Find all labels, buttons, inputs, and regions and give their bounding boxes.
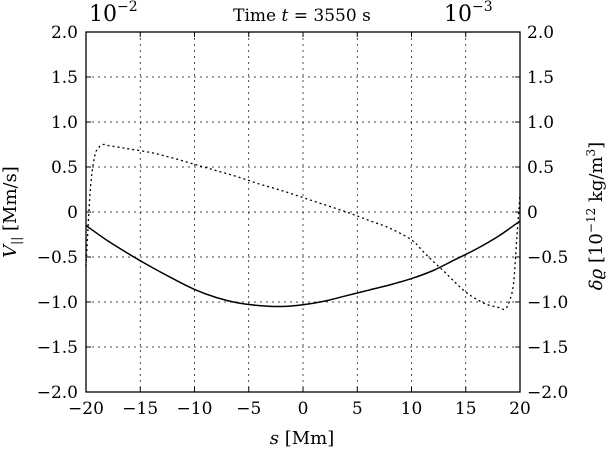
y-axis-label-left: V|| [Mm/s] xyxy=(0,166,23,258)
x-tick-label: 15 xyxy=(455,399,477,419)
x-tick-label: −5 xyxy=(236,399,261,419)
y-tick-label-right: −1.5 xyxy=(527,338,568,358)
y-tick-label-right: 0 xyxy=(527,203,538,223)
y-tick-label-right: 1.5 xyxy=(527,68,554,88)
x-tick-label: 0 xyxy=(298,399,309,419)
y-tick-label-right: −1.0 xyxy=(527,293,568,313)
y-tick-label-right: −0.5 xyxy=(527,248,568,268)
series-line-density xyxy=(85,143,521,311)
y-tick-label-left: 0.5 xyxy=(51,158,78,178)
y-tick-label-left: −2.0 xyxy=(37,383,78,403)
x-axis-label: s [Mm] xyxy=(270,428,335,449)
grid xyxy=(86,32,520,392)
y-tick-label-left: 2.0 xyxy=(51,23,78,43)
chart-title: Time t = 3550 s xyxy=(233,6,371,26)
left-scale-factor: 10−2 xyxy=(89,0,138,27)
x-tick-label: 5 xyxy=(352,399,363,419)
x-tick-label: 20 xyxy=(509,399,531,419)
y-tick-label-left: −1.5 xyxy=(37,338,78,358)
series-group xyxy=(85,143,521,311)
y-tick-label-right: 2.0 xyxy=(527,23,554,43)
y-tick-label-right: 1.0 xyxy=(527,113,554,133)
y-tick-label-left: 1.0 xyxy=(51,113,78,133)
x-tick-label: −10 xyxy=(177,399,213,419)
y-tick-label-left: −1.0 xyxy=(37,293,78,313)
ticks xyxy=(85,31,521,393)
y-tick-label-right: 0.5 xyxy=(527,158,554,178)
series-line-velocity xyxy=(85,220,521,308)
y-axis-label-right: δϱ [10−12 kg/m3] xyxy=(584,142,607,290)
x-tick-label: −20 xyxy=(68,399,104,419)
y-tick-label-left: 0 xyxy=(67,203,78,223)
y-tick-label-right: −2.0 xyxy=(527,383,568,403)
y-tick-label-left: 1.5 xyxy=(51,68,78,88)
right-scale-factor: 10−3 xyxy=(444,0,493,27)
tick-labels: −20 −15 −10 −5 0 5 10 15 20−2.0 −2.0−1.5 −1.5−1.0−… xyxy=(37,23,569,419)
x-tick-label: −15 xyxy=(122,399,158,419)
y-tick-label-left: −0.5 xyxy=(37,248,78,268)
x-tick-label: 10 xyxy=(401,399,423,419)
